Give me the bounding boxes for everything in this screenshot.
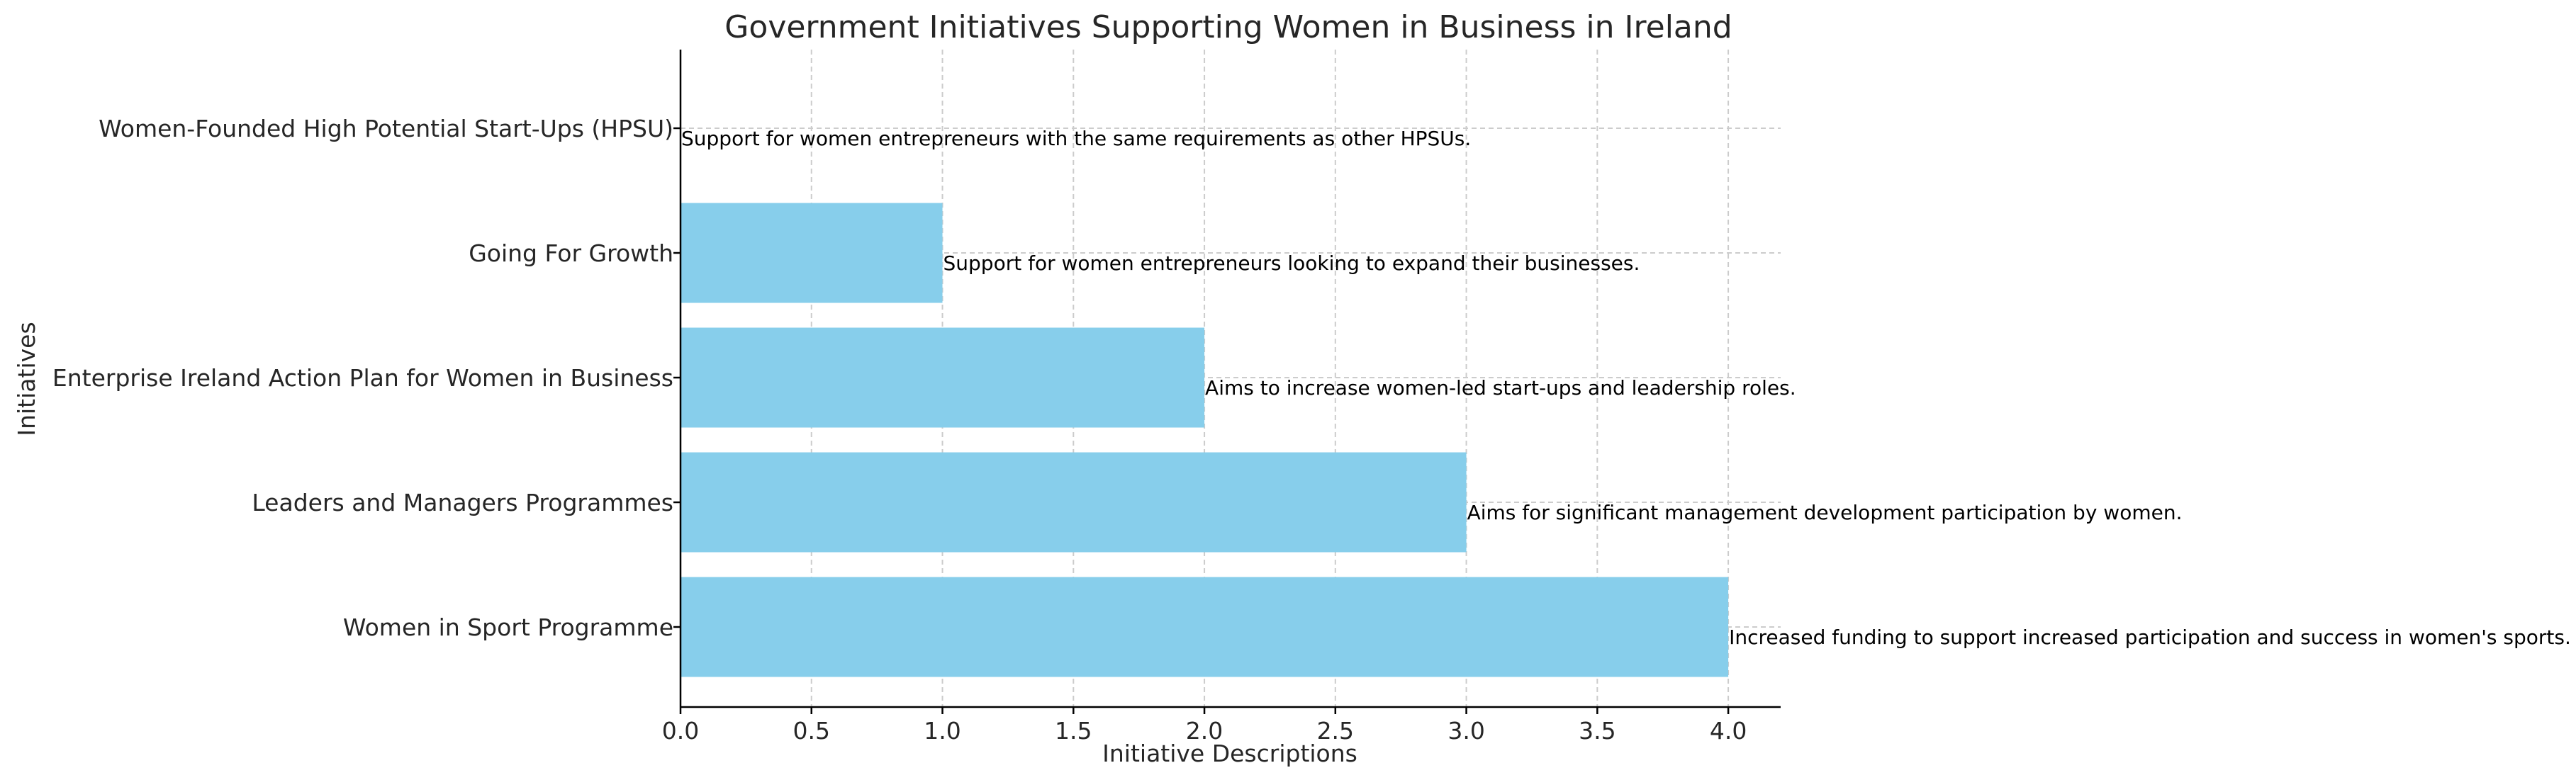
bar — [681, 203, 943, 303]
bar — [681, 327, 1205, 428]
x-tick-label: 3.5 — [1579, 717, 1615, 745]
bar-annotation: Aims for significant management developm… — [1467, 501, 2183, 524]
bar — [681, 577, 1729, 677]
category-label: Leaders and Managers Programmes — [252, 489, 673, 516]
x-tick-label: 4.0 — [1710, 717, 1747, 745]
category-label: Enterprise Ireland Action Plan for Women… — [52, 364, 673, 392]
bar-annotation: Aims to increase women-led start-ups and… — [1205, 376, 1796, 400]
bar — [681, 452, 1467, 553]
x-tick-labels: 0.0 0.5 1.0 1.5 2.0 2.5 3.0 3.5 4.0 — [662, 717, 1747, 745]
y-tick-labels: Women in Sport Programme Leaders and Mana… — [52, 115, 673, 641]
bar-annotation: Support for women entrepreneurs looking … — [943, 251, 1640, 275]
x-tick-label: 2.0 — [1186, 717, 1223, 745]
x-tick-label: 1.5 — [1055, 717, 1092, 745]
x-axis-label: Initiative Descriptions — [1102, 740, 1357, 767]
category-label: Women-Founded High Potential Start-Ups (… — [99, 115, 673, 142]
bar-annotation: Increased funding to support increased p… — [1729, 626, 2571, 649]
y-axis-label: Initiatives — [13, 322, 40, 436]
x-tick-label: 0.5 — [793, 717, 830, 745]
x-tick-label: 2.5 — [1317, 717, 1354, 745]
category-label: Going For Growth — [469, 239, 673, 267]
chart-title: Government Initiatives Supporting Women … — [724, 9, 1732, 45]
bars — [681, 203, 1729, 677]
x-tick-label: 3.0 — [1447, 717, 1484, 745]
bar-annotation: Support for women entrepreneurs with the… — [681, 127, 1471, 150]
x-tick-label: 1.0 — [924, 717, 961, 745]
bar-annotations: Increased funding to support increased p… — [681, 127, 2571, 649]
x-tick-label: 0.0 — [662, 717, 699, 745]
axes — [673, 50, 1781, 714]
category-label: Women in Sport Programme — [343, 614, 673, 641]
